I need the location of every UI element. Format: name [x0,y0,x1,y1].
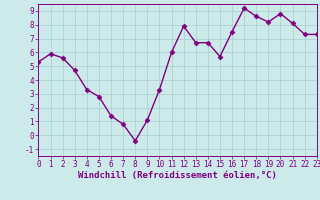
X-axis label: Windchill (Refroidissement éolien,°C): Windchill (Refroidissement éolien,°C) [78,171,277,180]
